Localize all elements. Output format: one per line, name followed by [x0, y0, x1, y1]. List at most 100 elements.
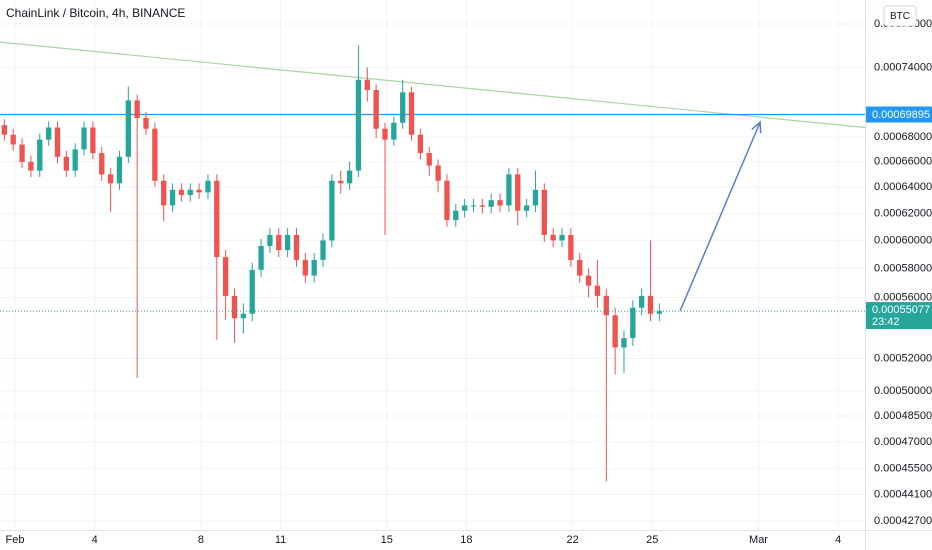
arrow-head: [751, 120, 762, 134]
candle-body: [231, 295, 238, 319]
candle-body: [541, 189, 547, 235]
candle-body: [577, 259, 583, 276]
y-tick-label: 0.00058000: [874, 262, 932, 274]
plot-area: [0, 41, 866, 482]
countdown-label: 23:42: [872, 316, 900, 328]
candle-body: [54, 127, 61, 157]
currency-label[interactable]: BTC: [890, 11, 910, 22]
candle-body: [249, 269, 255, 314]
candle-body: [143, 117, 149, 129]
grid: [0, 0, 865, 530]
x-tick-label: 4: [835, 534, 841, 546]
x-tick-label: 15: [381, 534, 393, 546]
y-tick-label: 0.00074000: [874, 61, 932, 73]
candle-body: [656, 311, 663, 314]
candle-body: [63, 156, 69, 171]
y-tick-label: 0.00068000: [874, 131, 932, 143]
candle-body: [559, 234, 565, 241]
y-tick-label: 0.00064000: [874, 181, 932, 193]
candle-body: [603, 295, 609, 316]
candle-body: [45, 127, 52, 140]
candle-body: [161, 180, 167, 206]
candle-body: [364, 79, 370, 91]
candle-body: [329, 180, 335, 241]
candle-body: [311, 259, 317, 276]
candle-body: [568, 234, 574, 260]
axes: 0.000780000.000740000.000680000.00066000…: [6, 18, 932, 546]
candle-body: [550, 234, 556, 241]
candle-body: [444, 180, 450, 221]
x-tick-label: 22: [567, 534, 579, 546]
candle-body: [205, 180, 211, 193]
candle-body: [169, 189, 176, 206]
candle-body: [276, 234, 282, 251]
chart-title: ChainLink / Bitcoin, 4h, BINANCE: [6, 6, 185, 20]
candle-body: [506, 174, 512, 206]
candle-body: [435, 165, 441, 181]
candle-body: [639, 295, 645, 308]
candle-body: [223, 257, 229, 296]
candle-body: [426, 153, 432, 166]
candle-body: [90, 127, 96, 154]
y-tick-label: 0.00062000: [874, 207, 932, 219]
y-tick-label: 0.00047000: [874, 436, 932, 448]
candle-body: [346, 170, 353, 184]
y-tick-label: 0.00045500: [874, 463, 932, 475]
candle-body: [382, 128, 388, 140]
last-price-label: 0.00055077: [872, 304, 930, 316]
candle-body: [488, 200, 494, 207]
candle-body: [391, 122, 397, 140]
candle-body: [453, 210, 459, 221]
currency-button[interactable]: [883, 5, 917, 27]
arrow-line: [679, 121, 761, 312]
candle-body: [284, 234, 291, 251]
candle-body: [338, 180, 344, 184]
candle-body: [621, 338, 627, 348]
candle-body: [10, 134, 16, 145]
x-tick-label: 11: [275, 534, 286, 546]
candle-body: [585, 275, 592, 286]
candle-body: [1, 125, 8, 135]
candle-body: [320, 240, 326, 260]
x-tick-label: 4: [92, 534, 98, 546]
level-price-label: 0.00069895: [872, 109, 930, 121]
candle-body: [515, 174, 521, 211]
candle-body: [497, 200, 503, 206]
level-price-badge: [866, 106, 932, 123]
candle-body: [99, 153, 105, 175]
y-tick-label: 0.00042700: [874, 515, 932, 527]
candle-body: [532, 189, 539, 206]
candle-body: [81, 127, 87, 150]
y-tick-label: 0.00056000: [874, 291, 932, 303]
x-tick-label: 8: [198, 534, 204, 546]
candle-body: [152, 128, 158, 181]
candle-body: [267, 234, 273, 246]
candle-body: [293, 234, 300, 260]
candle-body: [214, 180, 220, 258]
y-tick-label: 0.00060000: [874, 234, 932, 246]
candle-body: [408, 92, 415, 135]
candle-body: [612, 315, 618, 348]
last-price-badge: [866, 302, 932, 330]
candle-body: [470, 205, 477, 207]
candle-body: [417, 134, 424, 154]
candle-body: [594, 285, 601, 296]
candle-body: [302, 259, 308, 276]
candle-body: [134, 100, 140, 118]
candle-body: [479, 205, 486, 207]
x-tick-label: 25: [646, 534, 658, 546]
y-tick-label: 0.00050000: [874, 385, 932, 397]
candle-body: [196, 189, 202, 193]
y-tick-label: 0.00044100: [874, 488, 932, 500]
candle-body: [355, 79, 362, 171]
candle-body: [630, 307, 636, 339]
y-tick-label: 0.00052000: [874, 352, 932, 364]
candle-body: [19, 144, 25, 162]
candle-body: [178, 189, 185, 195]
candle-body: [125, 100, 131, 157]
candle-body: [258, 245, 264, 270]
candle-body: [37, 139, 43, 171]
candle-body: [107, 174, 114, 184]
